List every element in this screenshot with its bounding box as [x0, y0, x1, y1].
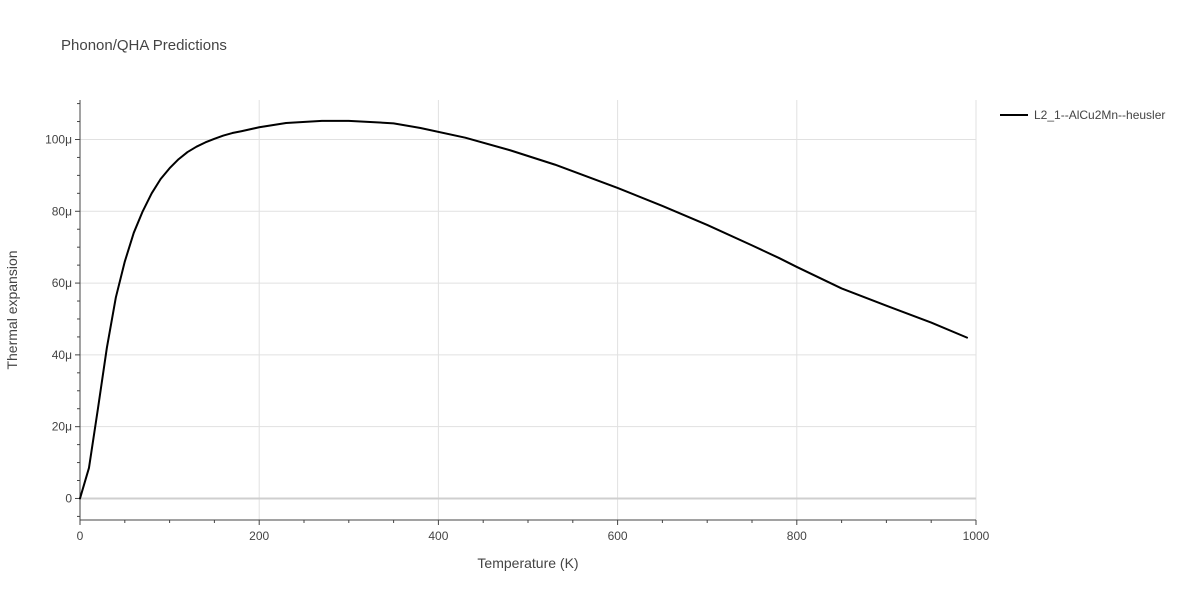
y-tick-label: 0: [65, 491, 72, 505]
x-tick-label: 600: [608, 529, 628, 543]
x-tick-label: 0: [77, 529, 84, 543]
axes: 0 200 400 600 800 1000 0 20μ 40μ 60μ 80μ 100μ: [45, 100, 990, 543]
x-tick-label: 1000: [963, 529, 990, 543]
y-tick-label: 100μ: [45, 132, 72, 146]
y-axis-title: Thermal expansion: [4, 250, 20, 369]
y-tick-label: 80μ: [52, 204, 72, 218]
legend[interactable]: L2_1--AlCu2Mn--heusler: [1000, 108, 1165, 122]
legend-label: L2_1--AlCu2Mn--heusler: [1034, 108, 1165, 122]
x-tick-label: 800: [787, 529, 807, 543]
series-layer: [79, 119, 969, 500]
x-tick-label: 400: [428, 529, 448, 543]
x-axis-title: Temperature (K): [477, 555, 578, 571]
y-tick-label: 20μ: [52, 420, 72, 434]
y-tick-label: 40μ: [52, 348, 72, 362]
chart-title: Phonon/QHA Predictions: [61, 37, 227, 54]
y-tick-label: 60μ: [52, 276, 72, 290]
x-tick-label: 200: [249, 529, 269, 543]
grid-lines: [80, 100, 977, 520]
series-line-0[interactable]: [79, 119, 969, 500]
